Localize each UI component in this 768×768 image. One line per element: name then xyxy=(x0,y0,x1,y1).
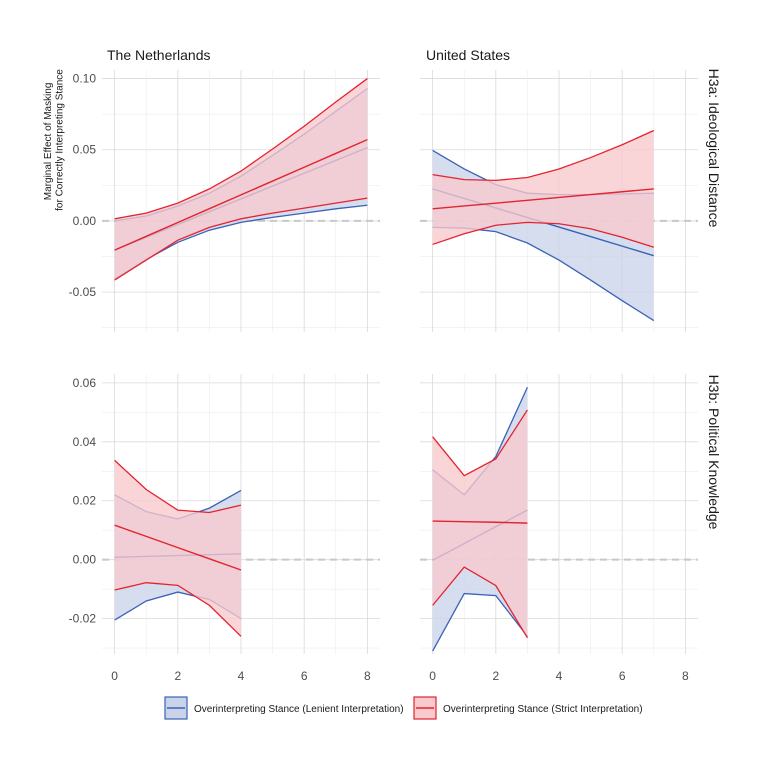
column-title-netherlands: The Netherlands xyxy=(107,47,211,63)
y-tick-label: 0.00 xyxy=(73,553,97,567)
legend-item-strict: Overinterpreting Stance (Strict Interpre… xyxy=(413,696,643,720)
x-tick-label: 4 xyxy=(556,669,563,683)
strict-lower-bound-line xyxy=(432,566,528,639)
strict-upper-bound-line xyxy=(432,129,655,182)
y-tick-label: 0.10 xyxy=(73,72,97,86)
strict-estimate-line xyxy=(114,138,368,251)
y-axis-label-line-1: Marginal Effect of Masking xyxy=(43,83,54,201)
x-tick-label: 0 xyxy=(111,669,118,683)
strict-confidence-band xyxy=(114,78,368,281)
x-tick-label: 6 xyxy=(619,669,626,683)
y-tick-label: 0.06 xyxy=(73,376,97,390)
y-axis-label: Marginal Effect of Masking for Correctly… xyxy=(43,69,66,211)
strict-upper-bound-line xyxy=(114,78,368,220)
legend-label-strict: Overinterpreting Stance (Strict Interpre… xyxy=(443,704,643,715)
strict-estimate-line xyxy=(432,188,654,210)
legend: Overinterpreting Stance (Lenient Interpr… xyxy=(164,696,643,720)
x-tick-label: 6 xyxy=(301,669,308,683)
panel-0-0 xyxy=(114,78,368,281)
strict-lower-bound-line xyxy=(432,221,654,248)
x-tick-label: 0 xyxy=(429,669,436,683)
y-tick-label: -0.05 xyxy=(69,285,97,299)
y-tick-label: 0.00 xyxy=(73,214,97,228)
strict-upper-bound-line xyxy=(432,409,528,477)
strict-estimate-line xyxy=(432,520,528,524)
y-tick-label: 0.02 xyxy=(73,494,97,508)
legend-item-lenient: Overinterpreting Stance (Lenient Interpr… xyxy=(164,696,404,720)
strict-estimate-line xyxy=(114,524,242,571)
lenient-lower-bound-line xyxy=(432,592,528,652)
y-axis-label-line-2: for Correctly Interpreting Stance xyxy=(55,69,66,211)
y-tick-label: -0.02 xyxy=(69,612,97,626)
strict-lower-bound-line xyxy=(114,197,368,281)
x-tick-label: 8 xyxy=(682,669,689,683)
legend-label-lenient: Overinterpreting Stance (Lenient Interpr… xyxy=(194,704,404,715)
strict-confidence-band xyxy=(432,130,654,248)
panel-0-1 xyxy=(432,129,655,322)
strict-lower-bound-line xyxy=(114,582,242,637)
row-label-h3a: H3a: Ideological Distance xyxy=(706,69,722,228)
x-tick-label: 2 xyxy=(174,669,181,683)
x-tick-label: 8 xyxy=(364,669,371,683)
y-tick-label: 0.04 xyxy=(73,435,97,449)
x-tick-label: 2 xyxy=(492,669,499,683)
y-tick-label: 0.05 xyxy=(73,143,97,157)
row-label-h3b: H3b: Political Knowledge xyxy=(706,375,722,530)
strict-upper-bound-line xyxy=(114,459,242,514)
column-title-united-states: United States xyxy=(426,47,510,63)
panel-1-1 xyxy=(432,386,529,652)
panels: -0.05 0.00 0.05 0.10 -0.02 0.00 0.02 0.04 0.06 0 2… xyxy=(69,70,698,683)
x-tick-label: 4 xyxy=(238,669,245,683)
panel-1-0 xyxy=(114,459,242,637)
